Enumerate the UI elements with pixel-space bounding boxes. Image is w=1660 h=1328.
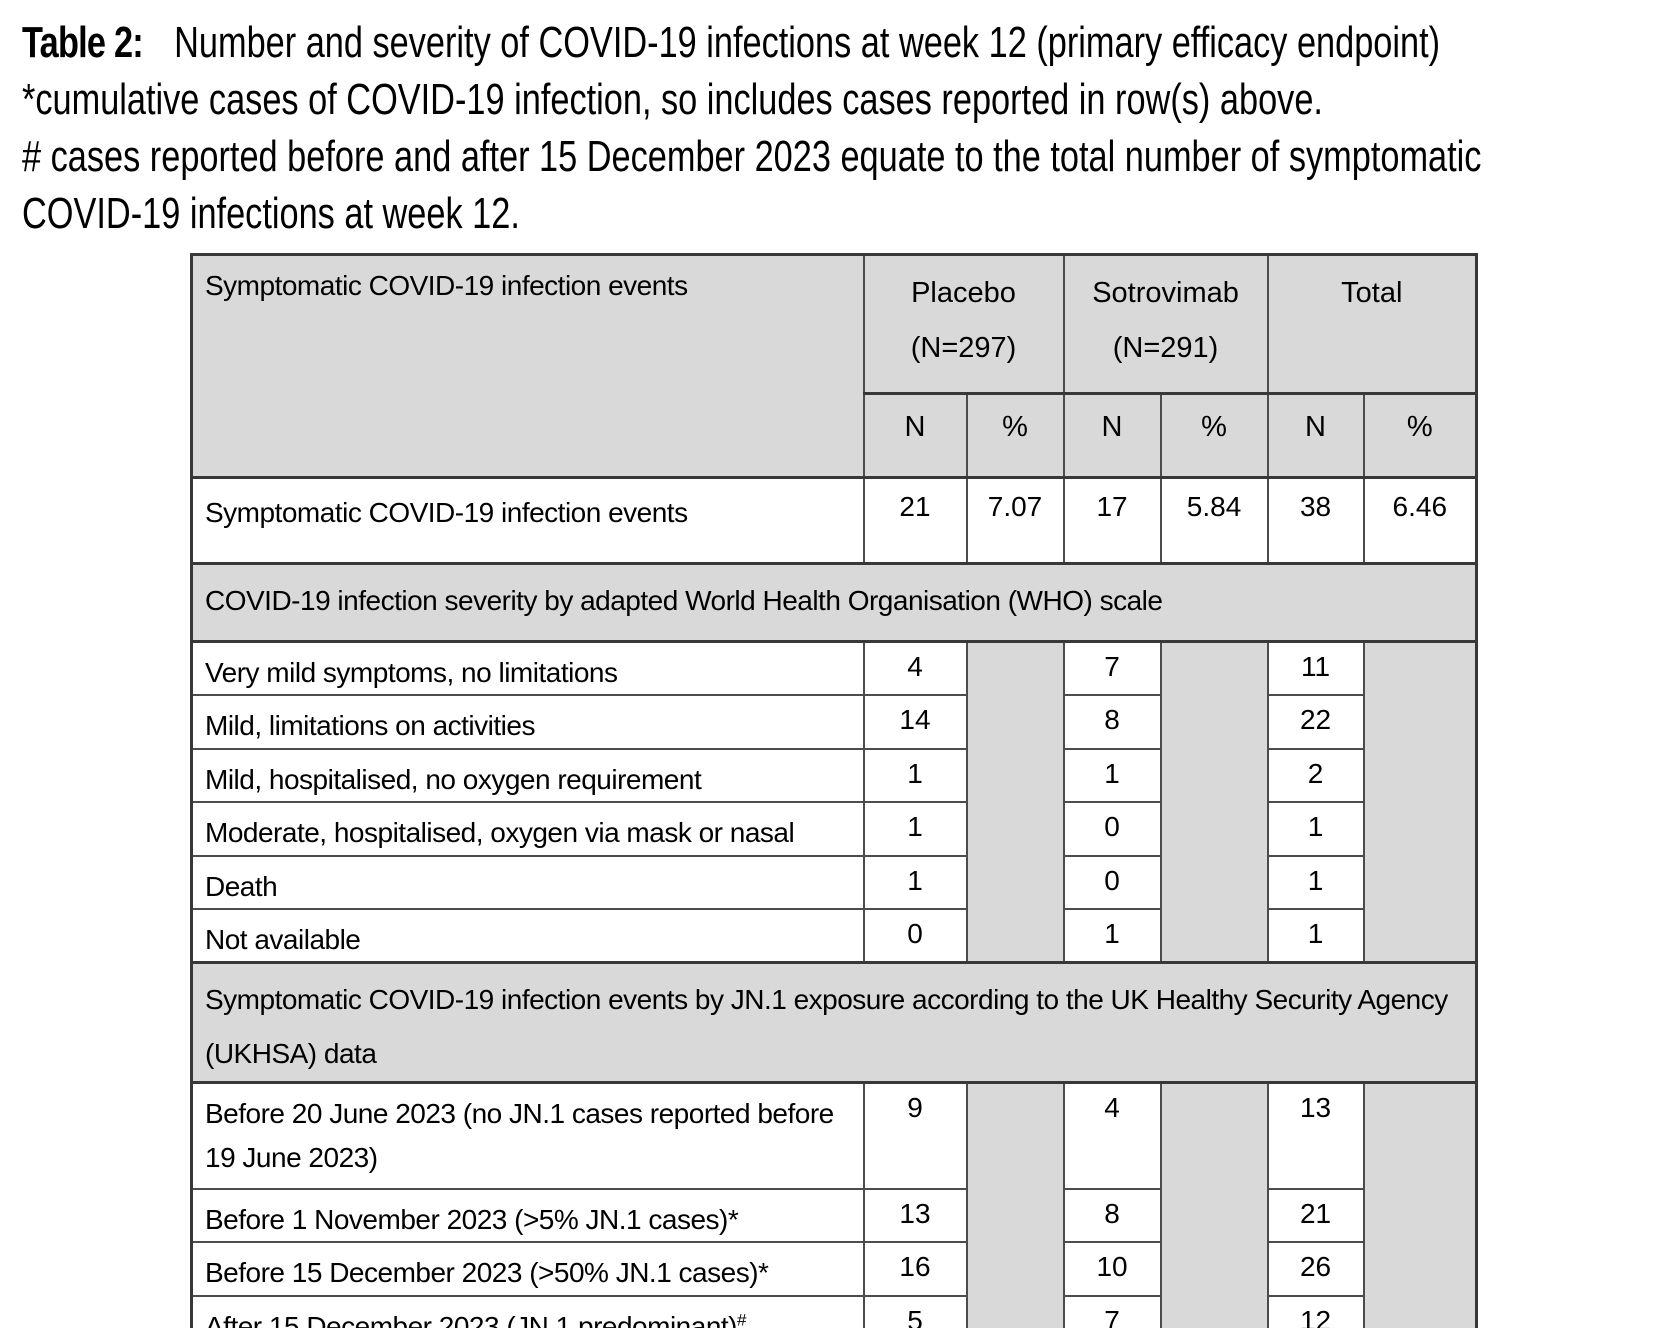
table-caption: Table 2: Number and severity of COVID-19 … — [22, 14, 1660, 242]
jn1-label: Before 1 November 2023 (>5% JN.1 cases)* — [190, 1187, 865, 1244]
jn1-section-title-line1: Symptomatic COVID-19 infection events by… — [205, 984, 1448, 1016]
severity-row-mild-limitations: Mild, limitations on activities 14 8 22 — [190, 694, 1477, 750]
caption-table-number: Table 2: — [22, 18, 144, 67]
jn1-section-header-row: Symptomatic COVID-19 infection events by… — [190, 961, 1478, 1085]
jn1-sotrovimab-n: 10 — [1062, 1241, 1162, 1298]
severity-total-n: 1 — [1266, 801, 1365, 857]
severity-label: Not available — [190, 907, 865, 965]
summary-placebo-n: 21 — [862, 476, 968, 565]
shaded-percent-column-placebo — [965, 640, 1065, 965]
severity-placebo-n: 14 — [862, 694, 968, 750]
severity-total-n: 1 — [1266, 854, 1365, 910]
group-name-placebo: Placebo — [911, 277, 1016, 309]
header-row-label: Symptomatic COVID-19 infection events — [190, 253, 865, 479]
severity-label: Very mild symptoms, no limitations — [190, 640, 865, 697]
group-name-sotrovimab: Sotrovimab — [1092, 277, 1239, 309]
header-group-sotrovimab: Sotrovimab (N=291) — [1062, 253, 1269, 395]
summary-row: Symptomatic COVID-19 infection events 21… — [190, 476, 1478, 565]
jn1-placebo-n: 5 — [862, 1295, 968, 1328]
severity-sotrovimab-n: 0 — [1062, 801, 1162, 857]
shaded-percent-column-sotrovimab — [1159, 640, 1269, 965]
jn1-row-after-15-december: After 15 December 2023 (JN.1 predominant… — [190, 1295, 1477, 1328]
severity-sotrovimab-n: 1 — [1062, 907, 1162, 965]
severity-row-very-mild: Very mild symptoms, no limitations 4 7 1… — [190, 640, 1478, 965]
severity-label: Mild, limitations on activities — [190, 694, 865, 750]
severity-placebo-n: 1 — [862, 854, 968, 910]
caption-title: Number and severity of COVID-19 infectio… — [174, 18, 1441, 67]
severity-sotrovimab-n: 0 — [1062, 854, 1162, 910]
jn1-placebo-n: 16 — [862, 1241, 968, 1298]
jn1-sotrovimab-n: 4 — [1062, 1081, 1162, 1190]
jn1-label: After 15 December 2023 (JN.1 predominant… — [190, 1295, 865, 1328]
jn1-section-title-line2: (UKHSA) data — [205, 1038, 377, 1070]
header-row-groups: Symptomatic COVID-19 infection events Pl… — [190, 253, 1478, 479]
severity-total-n: 2 — [1266, 747, 1365, 804]
severity-row-mild-hospitalised: Mild, hospitalised, no oxygen requiremen… — [190, 747, 1477, 804]
jn1-total-n: 26 — [1266, 1241, 1365, 1298]
jn1-placebo-n: 9 — [862, 1081, 968, 1190]
caption-line-1: Table 2: Number and severity of COVID-19 … — [22, 14, 1481, 71]
severity-total-n: 22 — [1266, 694, 1365, 750]
jn1-label: Before 20 June 2023 (no JN.1 cases repor… — [190, 1081, 865, 1190]
severity-placebo-n: 1 — [862, 801, 968, 857]
severity-section-title: COVID-19 infection severity by adapted W… — [190, 562, 1478, 643]
severity-label: Death — [190, 854, 865, 910]
summary-total-n: 38 — [1266, 476, 1365, 565]
header-row-sub: N % N % N % — [192, 392, 1478, 479]
jn1-sotrovimab-n: 7 — [1062, 1295, 1162, 1328]
severity-placebo-n: 0 — [862, 907, 968, 965]
summary-sotrovimab-n: 17 — [1062, 476, 1162, 565]
shaded-percent-column-sotrovimab — [1159, 1081, 1269, 1328]
summary-placebo-pct: 7.07 — [965, 476, 1065, 565]
jn1-total-n: 13 — [1266, 1081, 1365, 1190]
jn1-total-n: 21 — [1266, 1187, 1365, 1244]
group-n-placebo: (N=297) — [910, 332, 1017, 364]
severity-sotrovimab-n: 8 — [1062, 694, 1162, 750]
header-group-total: Total — [1266, 253, 1478, 395]
jn1-section-title: Symptomatic COVID-19 infection events by… — [190, 961, 1478, 1085]
severity-placebo-n: 1 — [862, 747, 968, 804]
subheader-total-n: N — [1266, 392, 1365, 479]
jn1-placebo-n: 13 — [862, 1187, 968, 1244]
severity-label: Moderate, hospitalised, oxygen via mask … — [190, 801, 865, 857]
subheader-sotrovimab-pct: % — [1159, 392, 1269, 479]
jn1-row-before-1-november: Before 1 November 2023 (>5% JN.1 cases)*… — [190, 1187, 1477, 1244]
summary-row-label: Symptomatic COVID-19 infection events — [190, 476, 865, 565]
summary-total-pct: 6.46 — [1362, 476, 1478, 565]
caption-note-hash-line2: COVID-19 infections at week 12. — [22, 189, 520, 238]
severity-row-not-available: Not available 0 1 1 — [190, 907, 1477, 965]
subheader-total-pct: % — [1362, 392, 1478, 479]
subheader-placebo-n: N — [862, 392, 968, 479]
severity-total-n: 11 — [1266, 640, 1365, 697]
jn1-row-before-15-december: Before 15 December 2023 (>50% JN.1 cases… — [190, 1241, 1477, 1298]
subheader-placebo-pct: % — [965, 392, 1065, 479]
jn1-sotrovimab-n: 8 — [1062, 1187, 1162, 1244]
summary-sotrovimab-pct: 5.84 — [1159, 476, 1269, 565]
severity-row-moderate: Moderate, hospitalised, oxygen via mask … — [190, 801, 1477, 857]
jn1-total-n: 12 — [1266, 1295, 1365, 1328]
jn1-label: Before 15 December 2023 (>50% JN.1 cases… — [190, 1241, 865, 1298]
severity-label: Mild, hospitalised, no oxygen requiremen… — [190, 747, 865, 804]
shaded-percent-column-total — [1362, 1081, 1478, 1328]
severity-total-n: 1 — [1266, 907, 1365, 965]
jn1-row-before-20-june: Before 20 June 2023 (no JN.1 cases repor… — [190, 1081, 1478, 1328]
group-n-sotrovimab: (N=291) — [1112, 332, 1219, 364]
severity-sotrovimab-n: 1 — [1062, 747, 1162, 804]
group-name-total: Total — [1341, 277, 1403, 309]
jn1-label-hash-superscript: # — [737, 1310, 747, 1328]
jn1-label-text: After 15 December 2023 (JN.1 predominant… — [205, 1311, 738, 1328]
subheader-sotrovimab-n: N — [1062, 392, 1162, 479]
severity-section-header-row: COVID-19 infection severity by adapted W… — [190, 562, 1478, 643]
severity-placebo-n: 4 — [862, 640, 968, 697]
header-group-placebo: Placebo (N=297) — [862, 253, 1065, 395]
caption-note-asterisk: *cumulative cases of COVID-19 infection,… — [22, 75, 1323, 124]
severity-row-death: Death 1 0 1 — [190, 854, 1477, 910]
shaded-percent-column-total — [1362, 640, 1478, 965]
severity-sotrovimab-n: 7 — [1062, 640, 1162, 697]
shaded-percent-column-placebo — [965, 1081, 1065, 1328]
caption-note-hash-line1: # cases reported before and after 15 Dec… — [22, 132, 1482, 181]
results-table: Symptomatic COVID-19 infection events Pl… — [190, 253, 1479, 1328]
